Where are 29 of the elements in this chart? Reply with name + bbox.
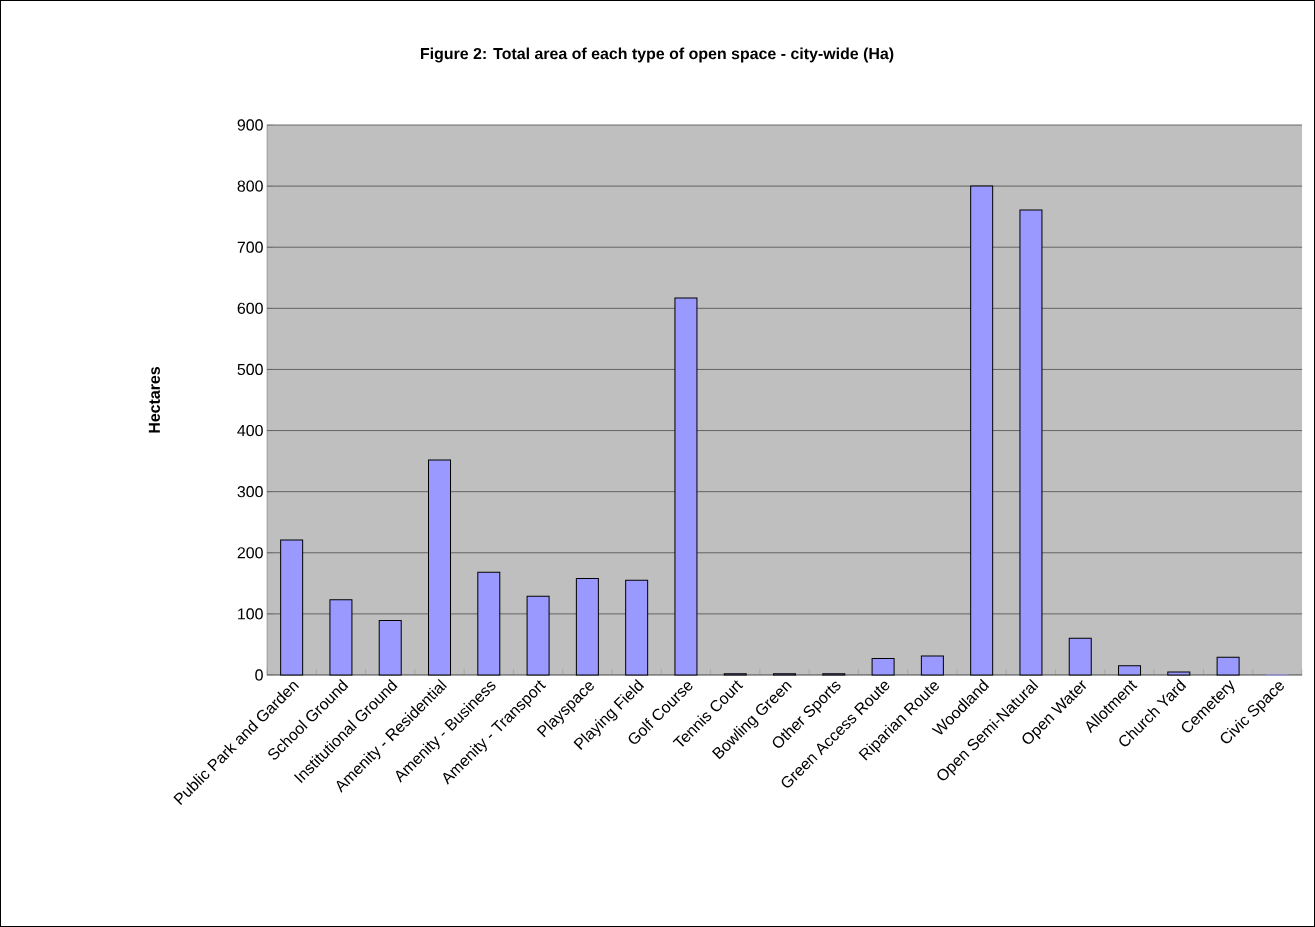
y-tick-label: 700 (237, 241, 263, 253)
y-axis-title: Hectares (148, 367, 160, 433)
bar (575, 577, 599, 676)
bar (280, 539, 304, 676)
y-tick-label: 600 (237, 302, 263, 314)
bar (1019, 209, 1043, 676)
bar (378, 620, 402, 676)
bar (1167, 671, 1191, 676)
y-tick-label: 200 (237, 547, 263, 559)
y-tick-label: 300 (237, 486, 263, 498)
y-tick-label: 500 (237, 363, 263, 376)
bar (625, 579, 649, 676)
y-tick-label: 800 (237, 180, 263, 192)
y-tick-label: 900 (237, 119, 263, 131)
y-tick-label: 400 (237, 424, 263, 437)
chart-title: Figure 2: Total area of each type of open space - city-wide (Ha) (420, 47, 894, 63)
bar (1068, 637, 1092, 676)
bar (871, 658, 895, 676)
bar (674, 297, 698, 676)
bar (920, 655, 944, 676)
bar (1118, 665, 1142, 676)
y-tick-label: 100 (238, 608, 263, 620)
y-tick-label: 0 (255, 669, 263, 681)
bar (1216, 656, 1240, 676)
bar (970, 185, 994, 676)
bar (428, 459, 452, 676)
bar (526, 595, 550, 676)
bar (477, 571, 501, 676)
bar (329, 599, 353, 676)
